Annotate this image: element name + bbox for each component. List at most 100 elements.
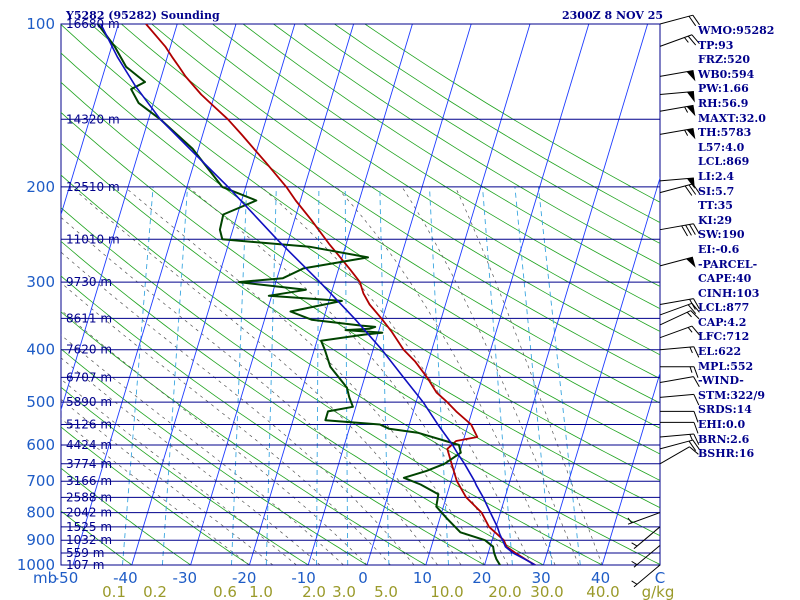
index-value: EHI:0.0: [698, 418, 746, 432]
height-label: 107 m: [66, 558, 104, 572]
index-value: PW:1.66: [698, 82, 749, 96]
mixing-ratio-line: [161, 186, 188, 565]
wind-barb: [659, 223, 700, 237]
mixing-ratio-tick-label: 20.0: [488, 583, 521, 600]
wind-barb: [659, 346, 700, 358]
isotherm-line: [366, 24, 531, 565]
wind-barb-flag: [686, 257, 696, 268]
wind-barb-full: [693, 346, 700, 358]
wind-barb: [659, 128, 696, 140]
index-value: LCL:877: [698, 301, 750, 315]
index-value: TT:35: [698, 199, 733, 213]
wind-barb-staff: [633, 545, 661, 568]
wind-barb-half: [687, 327, 693, 333]
index-value: SI:5.7: [698, 184, 735, 198]
moist-adiabat-line: [401, 186, 580, 565]
temperature-tick-label: 30: [532, 569, 551, 587]
wind-barb-half: [684, 106, 689, 113]
pressure-tick-label: 200: [26, 178, 55, 196]
pressure-tick-label: 1000: [17, 556, 55, 574]
wind-barb-staff: [659, 302, 693, 316]
wind-barb-staff: [659, 223, 694, 231]
wind-barb: [659, 183, 700, 196]
wind-barb-staff: [659, 376, 694, 384]
wind-barb-staff: [659, 433, 694, 438]
height-label: 7620 m: [66, 343, 112, 357]
wind-barb-full: [689, 446, 699, 455]
wind-barb: [659, 256, 696, 268]
wind-barb-staff: [659, 298, 694, 306]
wind-barb-full: [693, 376, 700, 388]
wind-barb-half: [631, 542, 638, 547]
mixing-ratio-tick-label: 0.6: [213, 583, 237, 600]
isotherm-line: [61, 24, 178, 412]
index-value: LCL:869: [698, 155, 750, 169]
index-value: MPL:552: [698, 359, 754, 373]
height-label: 11010 m: [66, 232, 120, 246]
wind-barb-staff: [633, 564, 661, 588]
index-value: -WIND-: [698, 374, 744, 388]
height-label: 9730 m: [66, 275, 112, 289]
wind-barb-full: [688, 440, 697, 451]
moist-adiabat-line: [61, 216, 438, 565]
wind-barb-full: [692, 14, 700, 26]
index-value: -PARCEL-: [698, 257, 758, 271]
wind-barb-full: [687, 35, 697, 46]
pressure-tick-label: 600: [26, 436, 55, 454]
height-label: 4424 m: [66, 438, 112, 452]
wind-barb-full: [693, 394, 700, 406]
temperature-tick-label: 0: [358, 569, 368, 587]
wind-barb: [659, 325, 700, 339]
wind-barb-half: [627, 517, 633, 524]
wind-barb-half: [684, 129, 689, 136]
wind-barb-full: [688, 15, 697, 27]
index-value: SW:190: [698, 228, 745, 242]
moist-adiabat-line: [336, 186, 556, 565]
wind-barb: [659, 70, 696, 82]
wind-barb-full: [691, 34, 700, 45]
wind-barb-staff: [633, 526, 661, 550]
wind-barb-staff: [659, 14, 693, 25]
wind-barb-half: [686, 311, 692, 318]
wind-barb-staff: [659, 183, 693, 194]
wind-barb-half: [689, 434, 693, 441]
wind-barb-full: [690, 310, 700, 320]
pressure-tick-label: 500: [26, 393, 55, 411]
temperature-tick-label: C: [655, 569, 665, 587]
isotherm-line: [307, 24, 472, 565]
wind-barb-full: [684, 185, 693, 196]
index-value: WMO:95282: [698, 24, 775, 37]
moist-adiabat-line: [187, 186, 509, 565]
wind-barb: [659, 393, 700, 406]
pressure-tick-label: 700: [26, 472, 55, 490]
wind-barb-full: [689, 224, 696, 235]
height-label: 16680 m: [66, 17, 120, 31]
wind-barb: [659, 446, 699, 465]
wind-barb-staff: [659, 256, 693, 267]
wind-barb-flag: [686, 70, 696, 82]
wind-barb-full: [688, 184, 697, 195]
height-label: 12510 m: [66, 180, 120, 194]
wind-barb-full: [681, 225, 688, 237]
wind-barb: [659, 302, 700, 316]
index-value: LI:2.4: [698, 169, 735, 183]
index-value: WB0:594: [698, 67, 755, 81]
index-value: SRDS:14: [698, 403, 752, 417]
moist-adiabat-line: [61, 334, 344, 565]
isotherm-line: [425, 24, 590, 565]
isotherm-line: [542, 176, 660, 565]
index-value: BRN:2.6: [698, 432, 750, 446]
pressure-tick-label: 400: [26, 341, 55, 359]
wind-barb: [631, 564, 661, 588]
sounding-timestamp: 2300Z 8 NOV 25: [562, 9, 664, 22]
height-label: 1032 m: [66, 533, 112, 547]
wind-barb-staff: [627, 512, 661, 525]
wind-barb-full: [691, 303, 700, 313]
index-value: STM:322/9: [698, 388, 765, 402]
wind-barb-flag: [686, 105, 696, 117]
wind-barb: [659, 14, 700, 27]
wind-barb: [631, 526, 661, 550]
height-label: 14320 m: [66, 112, 120, 126]
wind-barb-full: [692, 439, 700, 450]
sounding-title: Y5282 (95282) Sounding: [66, 9, 220, 22]
